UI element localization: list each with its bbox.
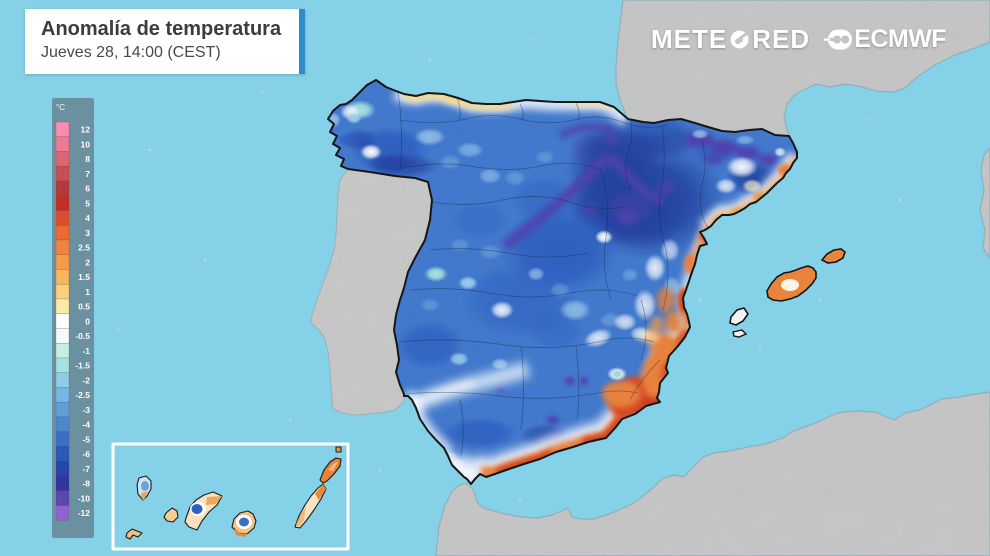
svg-text:12: 12 (81, 125, 91, 135)
svg-text:-4: -4 (82, 420, 90, 430)
svg-text:-7: -7 (82, 464, 90, 474)
svg-text:-2.5: -2.5 (75, 390, 90, 400)
svg-text:°C: °C (56, 103, 65, 112)
svg-text:-5: -5 (82, 434, 90, 444)
svg-text:2: 2 (85, 257, 90, 267)
svg-text:6: 6 (85, 184, 90, 194)
svg-text:1.5: 1.5 (78, 272, 90, 282)
svg-text:4: 4 (85, 213, 90, 223)
svg-text:-1.5: -1.5 (75, 361, 90, 371)
svg-text:10: 10 (81, 139, 91, 149)
svg-text:3: 3 (85, 228, 90, 238)
svg-text:-0.5: -0.5 (75, 331, 90, 341)
svg-text:7: 7 (85, 169, 90, 179)
svg-text:5: 5 (85, 198, 90, 208)
svg-text:-12: -12 (78, 508, 91, 518)
svg-text:2.5: 2.5 (78, 243, 90, 253)
svg-text:-2: -2 (82, 375, 90, 385)
svg-text:1: 1 (85, 287, 90, 297)
svg-text:8: 8 (85, 154, 90, 164)
svg-text:-6: -6 (82, 449, 90, 459)
svg-text:0.5: 0.5 (78, 302, 90, 312)
svg-text:-1: -1 (82, 346, 90, 356)
svg-text:-8: -8 (82, 479, 90, 489)
svg-text:0: 0 (85, 316, 90, 326)
svg-text:-10: -10 (78, 493, 91, 503)
svg-text:-3: -3 (82, 405, 90, 415)
